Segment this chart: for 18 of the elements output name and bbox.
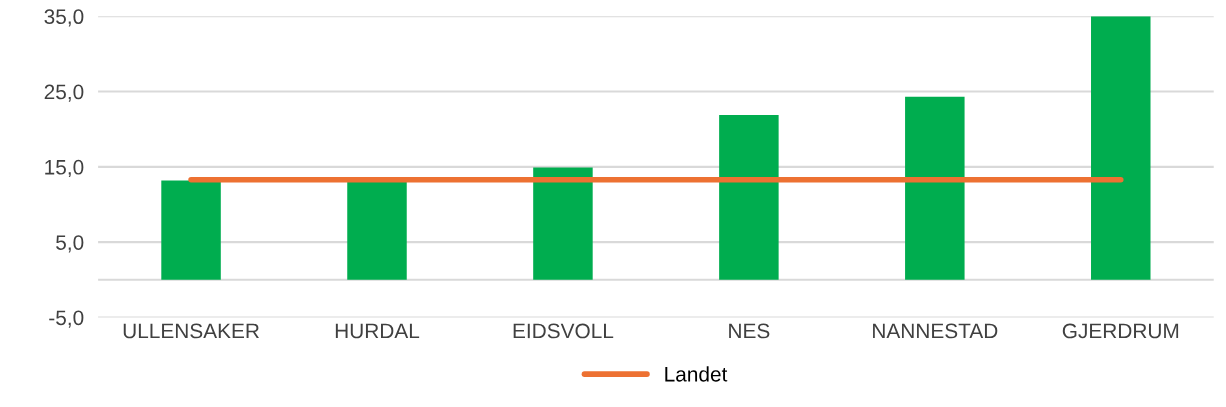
bar — [533, 167, 593, 280]
y-tick-label: 5,0 — [56, 235, 84, 253]
x-tick-label: EIDSVOLL — [513, 323, 614, 339]
bar — [161, 180, 221, 280]
bar — [905, 96, 965, 280]
y-tick-label: 35,0 — [44, 9, 84, 27]
y-tick-label: -5,0 — [49, 310, 84, 328]
x-tick-label: GJERDRUM — [1062, 323, 1179, 339]
legend-label: Landet — [665, 366, 728, 382]
x-tick-label: NANNESTAD — [873, 323, 998, 339]
x-tick-label: NES — [729, 323, 770, 339]
x-tick-label: ULLENSAKER — [123, 323, 259, 339]
bar — [1091, 16, 1151, 280]
bar — [719, 114, 779, 280]
bar — [347, 180, 407, 280]
y-tick-label: 15,0 — [45, 159, 84, 178]
x-tick-label: HURDAL — [335, 323, 420, 339]
y-tick-label: 25,0 — [44, 84, 84, 102]
